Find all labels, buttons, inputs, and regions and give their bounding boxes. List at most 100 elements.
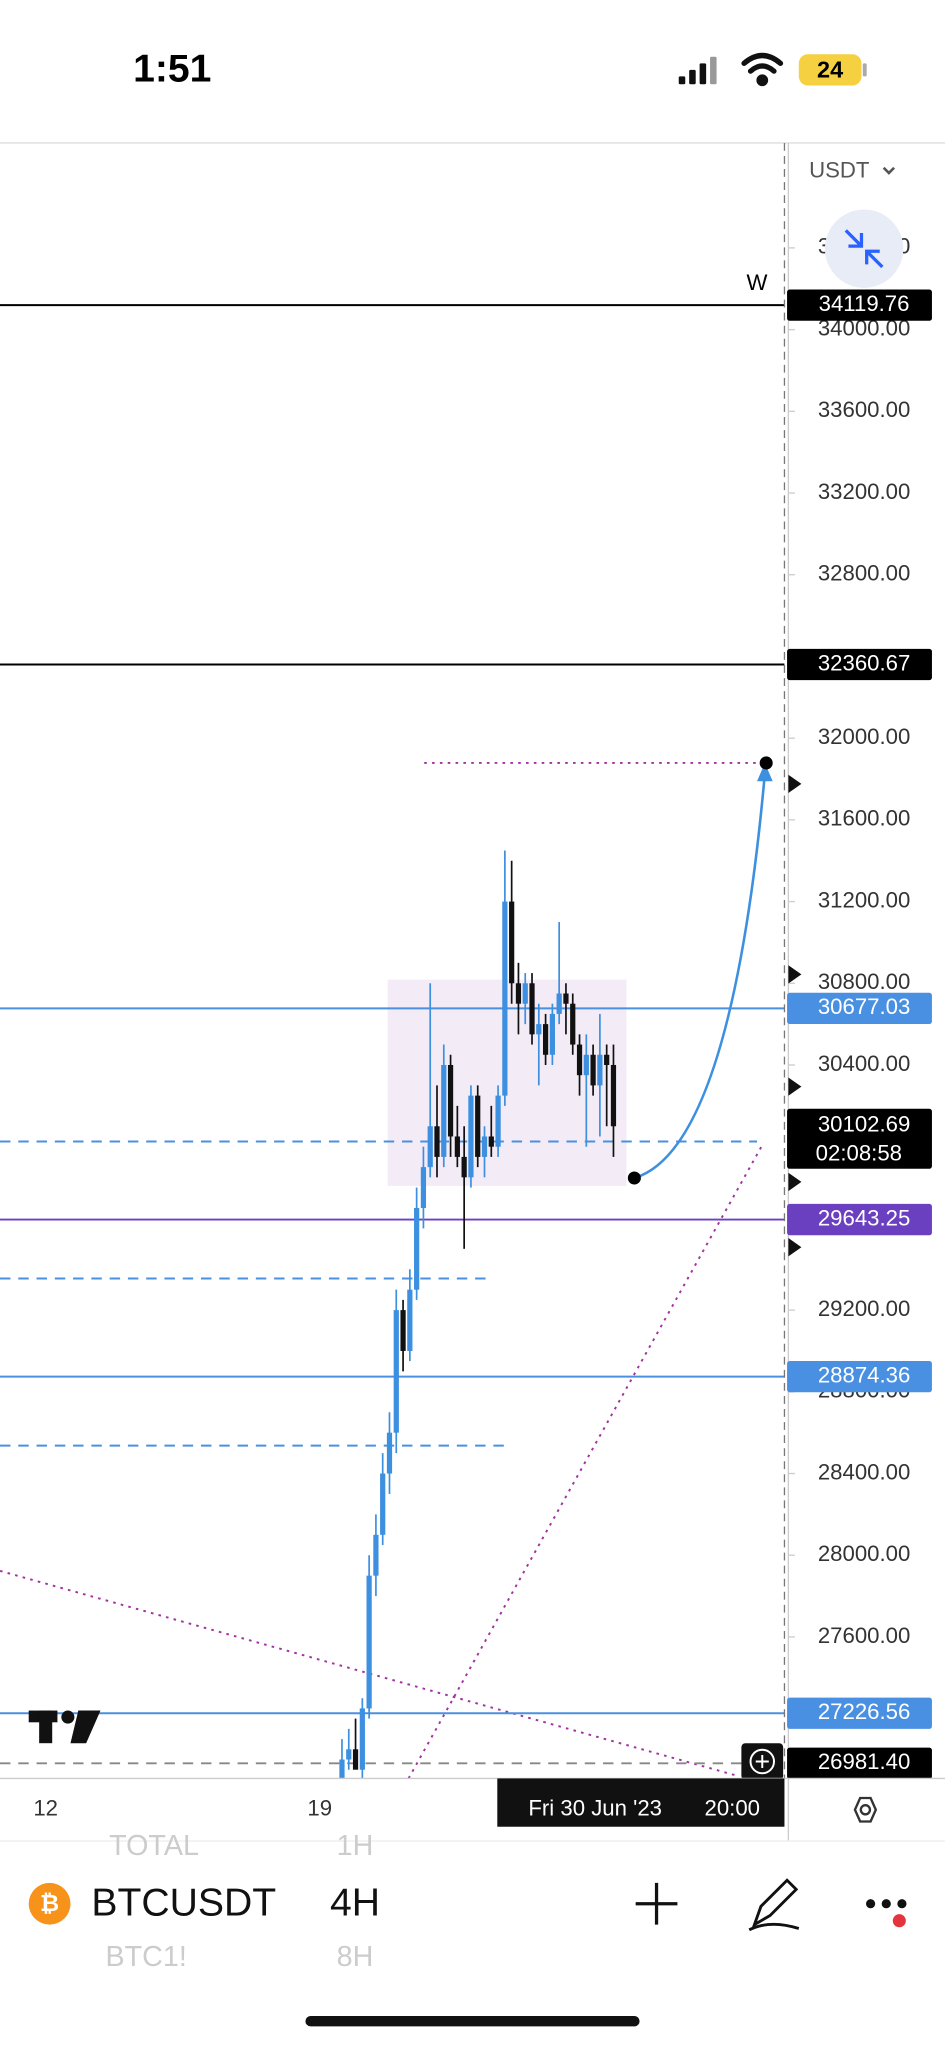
arrow-start bbox=[627, 1171, 641, 1185]
candle-body bbox=[366, 1575, 372, 1709]
home-indicator bbox=[305, 2015, 640, 2027]
y-tick-label: 28000.00 bbox=[818, 1541, 910, 1566]
clock: 1:51 bbox=[133, 48, 211, 91]
y-tick-label: 33600.00 bbox=[818, 397, 910, 422]
battery bbox=[798, 54, 862, 86]
btc-glyph: ₿ bbox=[40, 1890, 59, 1916]
price-label: 30102.69 bbox=[818, 1112, 910, 1137]
picker-item[interactable]: 1H bbox=[337, 1830, 374, 1862]
btc-icon bbox=[28, 1882, 71, 1925]
candle-body bbox=[495, 1095, 501, 1147]
price-label: 34119.76 bbox=[819, 291, 910, 316]
collapse-button[interactable] bbox=[824, 209, 904, 288]
candle-body bbox=[542, 1024, 549, 1055]
settings-dot bbox=[859, 1804, 872, 1816]
crosshair-time: 20:00 bbox=[705, 1796, 760, 1821]
candle-body bbox=[475, 1095, 481, 1157]
y-tick-label: 30400.00 bbox=[818, 1051, 910, 1076]
candle-body bbox=[339, 1759, 345, 1779]
arrow-head bbox=[757, 762, 773, 782]
candle-body bbox=[549, 1013, 555, 1055]
candle-body bbox=[604, 1054, 610, 1065]
currency-chevron[interactable] bbox=[882, 166, 896, 175]
settings-button[interactable] bbox=[853, 1796, 878, 1823]
crosshair-label bbox=[497, 1778, 785, 1827]
candle-body bbox=[427, 1126, 433, 1168]
price-label-box bbox=[787, 1697, 932, 1729]
candle-body bbox=[502, 901, 508, 1096]
candle-body bbox=[380, 1473, 386, 1535]
plot-area bbox=[0, 304, 785, 1779]
draw-tool[interactable] bbox=[748, 1878, 800, 1932]
x-tick-label: 19 bbox=[307, 1796, 332, 1821]
candle-body bbox=[468, 1095, 474, 1178]
axis-markers bbox=[788, 774, 802, 1257]
picker-item[interactable]: 8H bbox=[337, 1941, 374, 1973]
battery-cap bbox=[862, 63, 867, 77]
y-tick-label: 32800.00 bbox=[818, 561, 910, 586]
candle-body bbox=[576, 1044, 583, 1076]
x-tick-label: 12 bbox=[33, 1796, 58, 1821]
picker-item[interactable]: BTC1! bbox=[106, 1941, 187, 1973]
candle-body bbox=[434, 1126, 440, 1157]
candle-body bbox=[481, 1136, 488, 1157]
more-menu[interactable] bbox=[866, 1899, 907, 1928]
candle-body bbox=[441, 1064, 447, 1157]
candle-body bbox=[386, 1432, 393, 1474]
candle-body bbox=[597, 1054, 603, 1086]
annotation: W bbox=[747, 270, 768, 295]
candle-body bbox=[529, 983, 535, 1035]
projection-arrow bbox=[633, 773, 767, 1180]
y-tick-label: 28400.00 bbox=[818, 1459, 910, 1484]
price-label: 27226.56 bbox=[818, 1699, 910, 1724]
price-label: 32360.67 bbox=[818, 650, 910, 675]
candle-body bbox=[522, 983, 528, 1004]
price-label: 28874.36 bbox=[818, 1362, 910, 1387]
y-tick-label: 27600.00 bbox=[818, 1623, 910, 1648]
candle-body bbox=[400, 1310, 406, 1351]
crosshair-date: Fri 30 Jun '23 bbox=[528, 1796, 662, 1821]
candle-body bbox=[515, 983, 522, 1004]
price-label-box bbox=[787, 992, 932, 1025]
candle-body bbox=[414, 1207, 420, 1290]
add-button[interactable] bbox=[741, 1743, 784, 1780]
add-tool[interactable] bbox=[635, 1882, 678, 1925]
trend-line bbox=[407, 1142, 765, 1779]
price-label-box bbox=[787, 1747, 932, 1779]
candle-body bbox=[590, 1054, 596, 1086]
candle-body bbox=[359, 1708, 365, 1770]
candle-body bbox=[488, 1136, 494, 1147]
price-label-box bbox=[787, 1360, 932, 1393]
candle-body bbox=[447, 1064, 454, 1137]
price-label: 26981.40 bbox=[818, 1749, 910, 1774]
battery-level: 24 bbox=[817, 56, 843, 82]
symbol[interactable]: BTCUSDT bbox=[91, 1881, 276, 1924]
y-tick-label: 31600.00 bbox=[818, 806, 910, 831]
candle-body bbox=[373, 1534, 379, 1576]
tv-logo bbox=[28, 1710, 101, 1744]
candle-body bbox=[536, 1024, 542, 1035]
y-tick-label: 33200.00 bbox=[818, 479, 910, 504]
candle-body bbox=[393, 1310, 399, 1433]
y-tick-label: 32000.00 bbox=[818, 724, 910, 749]
price-label: 30677.03 bbox=[818, 994, 910, 1019]
wifi bbox=[741, 52, 784, 87]
price-label-box bbox=[787, 1203, 932, 1236]
y-tick-label: 29200.00 bbox=[818, 1296, 910, 1321]
candle-body bbox=[420, 1167, 427, 1208]
candle-body bbox=[610, 1064, 617, 1127]
arrow-end bbox=[759, 756, 773, 770]
y-tick-label: 30800.00 bbox=[818, 969, 910, 994]
candle-body bbox=[454, 1136, 460, 1157]
interval[interactable]: 4H bbox=[330, 1881, 380, 1924]
candle-body bbox=[407, 1289, 413, 1351]
y-tick-label: 31200.00 bbox=[818, 887, 910, 912]
signal bbox=[678, 56, 717, 85]
price-label-box bbox=[787, 289, 932, 321]
candle-body bbox=[563, 993, 569, 1004]
price-label: 29643.25 bbox=[818, 1205, 910, 1230]
currency[interactable]: USDT bbox=[809, 158, 870, 183]
picker-item[interactable]: TOTAL bbox=[109, 1830, 199, 1862]
